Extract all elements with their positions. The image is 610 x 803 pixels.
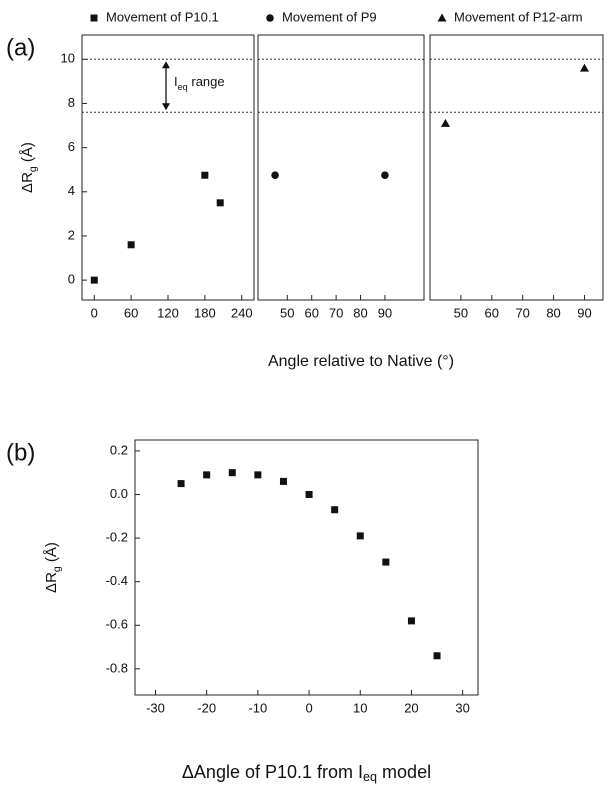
panel-label: (b) <box>6 439 35 466</box>
panel-label: (a) <box>6 34 35 61</box>
annotation-sub: eq <box>178 82 188 92</box>
point <box>279 477 287 485</box>
y-tick-label: -0.8 <box>106 660 128 675</box>
arrow-head <box>162 61 170 69</box>
point <box>356 532 364 540</box>
x-tick-label: 0 <box>305 700 312 715</box>
x-tick-label: 90 <box>577 305 591 320</box>
x-axis-label-rest: model <box>377 762 431 782</box>
y-tick-label: 0 <box>68 272 75 287</box>
y-tick-label: 0.0 <box>110 486 128 501</box>
x-tick-label: 70 <box>515 305 529 320</box>
y-axis-label-main: ΔR <box>19 172 36 193</box>
point <box>228 469 236 477</box>
legend-label: Movement of P10.1 <box>106 9 219 24</box>
x-tick-label: 60 <box>485 305 499 320</box>
point <box>579 63 589 72</box>
point <box>254 471 262 479</box>
plot-frame <box>81 34 255 301</box>
y-tick-label: 10 <box>61 51 75 66</box>
x-tick-label: 20 <box>404 700 418 715</box>
x-tick-label: 80 <box>546 305 560 320</box>
y-axis-label-sub: g <box>51 566 63 572</box>
point <box>90 276 98 284</box>
plot-frame <box>257 34 425 301</box>
x-axis-label-sub: eq <box>363 770 377 784</box>
legend-marker <box>90 14 98 22</box>
point <box>177 480 185 488</box>
y-tick-label: 8 <box>68 95 75 110</box>
x-tick-label: 0 <box>91 305 98 320</box>
x-tick-label: -30 <box>146 700 165 715</box>
point <box>271 171 279 180</box>
legend-label: Movement of P12-arm <box>454 9 583 24</box>
y-tick-label: -0.6 <box>106 617 128 632</box>
point <box>331 506 339 514</box>
y-tick-label: 0.2 <box>110 442 128 457</box>
point <box>407 617 415 625</box>
x-axis-label: Angle relative to Native (°) <box>268 353 454 370</box>
point <box>203 471 211 479</box>
arrow-head <box>162 103 170 111</box>
x-tick-label: 30 <box>455 700 469 715</box>
x-tick-label: 10 <box>353 700 367 715</box>
y-axis-label-main: ΔR <box>43 572 60 593</box>
point <box>433 652 441 660</box>
x-tick-label: -10 <box>248 700 267 715</box>
y-tick-label: -0.2 <box>106 530 128 545</box>
x-tick-label: -20 <box>197 700 216 715</box>
x-tick-label: 60 <box>124 305 138 320</box>
y-axis-label: ΔRg (Å) <box>43 542 63 593</box>
x-axis-label: ΔAngle of P10.1 from Ieq model <box>182 762 431 785</box>
y-tick-label: -0.4 <box>106 573 128 588</box>
point <box>440 118 450 127</box>
x-tick-label: 70 <box>329 305 343 320</box>
annotation-main: I <box>174 74 178 89</box>
y-tick-label: 2 <box>68 227 75 242</box>
legend-marker <box>437 13 447 22</box>
annotation-rest: range <box>188 74 225 89</box>
legend-marker <box>266 14 274 22</box>
y-axis-label: ΔRg (Å) <box>19 142 39 193</box>
x-tick-label: 90 <box>378 305 392 320</box>
point <box>201 171 209 179</box>
point <box>127 241 135 249</box>
x-tick-label: 50 <box>280 305 294 320</box>
x-tick-label: 60 <box>304 305 318 320</box>
point <box>381 171 389 180</box>
y-axis-label-sub: g <box>27 166 39 172</box>
plot-frame <box>134 439 479 696</box>
x-tick-label: 80 <box>353 305 367 320</box>
x-tick-label: 180 <box>194 305 216 320</box>
x-tick-label: 50 <box>454 305 468 320</box>
point <box>216 199 224 207</box>
x-tick-label: 120 <box>157 305 179 320</box>
y-tick-label: 6 <box>68 139 75 154</box>
y-axis-label-rest: (Å) <box>43 542 60 566</box>
plot-frame <box>429 34 604 301</box>
x-tick-label: 240 <box>231 305 253 320</box>
annotation: Ieq range <box>174 74 225 92</box>
x-axis-label-main: ΔAngle of P10.1 from I <box>182 762 363 782</box>
legend-label: Movement of P9 <box>282 9 377 24</box>
point <box>382 558 390 566</box>
point <box>305 490 313 498</box>
y-axis-label-rest: (Å) <box>19 142 36 166</box>
y-tick-label: 4 <box>68 183 75 198</box>
